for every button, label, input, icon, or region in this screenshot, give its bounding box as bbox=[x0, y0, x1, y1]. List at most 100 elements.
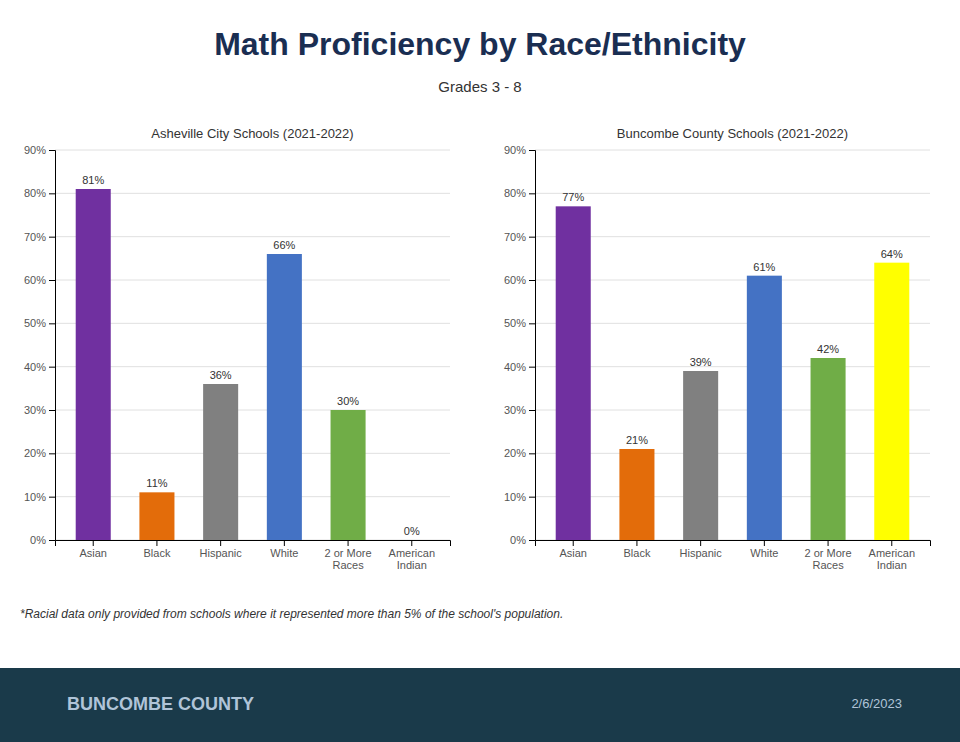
axis-line bbox=[536, 541, 931, 547]
tick-mark bbox=[529, 497, 535, 498]
y-tick: 40% bbox=[24, 361, 55, 373]
data-label: 21% bbox=[626, 434, 648, 446]
grid-line bbox=[55, 410, 450, 411]
tick-mark bbox=[529, 193, 535, 194]
y-tick: 50% bbox=[24, 317, 55, 329]
x-tick: AmericanIndian bbox=[389, 540, 435, 571]
tick-label: 2 or MoreRaces bbox=[325, 547, 372, 572]
grid-line bbox=[535, 410, 930, 411]
tick-mark bbox=[636, 540, 637, 546]
tick-mark bbox=[49, 323, 55, 324]
data-label: 42% bbox=[817, 343, 839, 355]
y-tick: 90% bbox=[504, 144, 535, 156]
data-labels: 81%11%36%66%30%0% bbox=[82, 174, 420, 537]
x-tick: Asian bbox=[559, 540, 587, 559]
grid-line bbox=[55, 496, 450, 497]
grid-line bbox=[535, 236, 930, 237]
tick-label: 90% bbox=[24, 144, 46, 156]
y-axis: 0%10%20%30%40%50%60%70%80%90% bbox=[504, 144, 536, 546]
tick-mark bbox=[529, 150, 535, 151]
grid-line bbox=[55, 323, 450, 324]
tick-mark bbox=[156, 540, 157, 546]
tick-mark bbox=[700, 540, 701, 546]
tick-mark bbox=[529, 280, 535, 281]
tick-label: AmericanIndian bbox=[389, 547, 435, 572]
figure: Math Proficiency by Race/EthnicityGrades… bbox=[0, 0, 960, 742]
tick-label: 90% bbox=[504, 144, 526, 156]
tick-label: 80% bbox=[24, 187, 46, 199]
bars bbox=[556, 206, 910, 540]
tick-label: 20% bbox=[24, 447, 46, 459]
tick-label: 60% bbox=[24, 274, 46, 286]
tick-mark bbox=[49, 237, 55, 238]
footnote: *Racial data only provided from schools … bbox=[20, 607, 563, 621]
axis-line bbox=[56, 541, 451, 547]
tick-mark bbox=[529, 453, 535, 454]
tick-label: Asian bbox=[559, 547, 587, 559]
y-tick: 0% bbox=[30, 534, 55, 546]
x-tick: Asian bbox=[79, 540, 107, 559]
tick-mark bbox=[49, 150, 55, 151]
data-label: 64% bbox=[881, 248, 903, 260]
y-tick: 20% bbox=[24, 447, 55, 459]
x-tick: AmericanIndian bbox=[869, 540, 915, 571]
tick-label: 40% bbox=[504, 361, 526, 373]
grid-line bbox=[55, 150, 450, 151]
grid-line bbox=[55, 280, 450, 281]
chart: Asheville City Schools (2021-2022)0%10%2… bbox=[24, 126, 451, 571]
tick-label: 30% bbox=[504, 404, 526, 416]
tick-label: 0% bbox=[30, 534, 46, 546]
y-tick: 40% bbox=[504, 361, 535, 373]
bar bbox=[556, 206, 591, 540]
y-tick: 10% bbox=[504, 491, 535, 503]
tick-mark bbox=[529, 323, 535, 324]
grid-line bbox=[55, 453, 450, 454]
grid-line bbox=[535, 280, 930, 281]
tick-mark bbox=[49, 367, 55, 368]
tick-label: Black bbox=[143, 547, 170, 559]
tick-mark bbox=[529, 540, 535, 541]
tick-mark bbox=[529, 410, 535, 411]
tick-label: 2 or MoreRaces bbox=[805, 547, 852, 572]
x-tick: Black bbox=[143, 540, 170, 559]
tick-label: 70% bbox=[24, 231, 46, 243]
tick-label: 30% bbox=[24, 404, 46, 416]
tick-label: 50% bbox=[24, 317, 46, 329]
y-tick: 80% bbox=[24, 187, 55, 199]
grid-line bbox=[535, 453, 930, 454]
bar bbox=[267, 254, 302, 540]
tick-label: Hispanic bbox=[200, 547, 243, 559]
tick-mark bbox=[49, 193, 55, 194]
tick-label: 0% bbox=[510, 534, 526, 546]
x-axis: AsianBlackHispanicWhite2 or MoreRacesAme… bbox=[56, 540, 451, 571]
bar bbox=[811, 358, 846, 540]
y-tick: 60% bbox=[24, 274, 55, 286]
data-label: 30% bbox=[337, 395, 359, 407]
tick-label: 70% bbox=[504, 231, 526, 243]
tick-mark bbox=[891, 540, 892, 546]
tick-label: 80% bbox=[504, 187, 526, 199]
tick-label: 50% bbox=[504, 317, 526, 329]
tick-mark bbox=[411, 540, 412, 546]
tick-mark bbox=[529, 237, 535, 238]
x-tick: Hispanic bbox=[680, 540, 723, 559]
tick-mark bbox=[529, 367, 535, 368]
tick-label: AmericanIndian bbox=[869, 547, 915, 572]
bar bbox=[139, 492, 174, 540]
y-tick: 0% bbox=[510, 534, 535, 546]
y-axis: 0% 10% 20% 30% 40% 50% 60% 70% 80% 90% bbox=[24, 144, 56, 546]
tick-mark bbox=[49, 453, 55, 454]
y-tick: 90% bbox=[24, 144, 55, 156]
tick-mark bbox=[573, 540, 574, 546]
chart: Buncombe County Schools (2021-2022)0%10%… bbox=[504, 126, 931, 571]
data-labels: 77%21%39%61%42%64% bbox=[562, 191, 903, 446]
tick-mark bbox=[49, 280, 55, 281]
y-tick: 80% bbox=[504, 187, 535, 199]
x-tick: 2 or MoreRaces bbox=[805, 540, 852, 571]
footer-bar bbox=[0, 668, 960, 742]
grid bbox=[535, 150, 930, 540]
y-tick: 30% bbox=[24, 404, 55, 416]
y-tick: 10% bbox=[24, 491, 55, 503]
data-label: 81% bbox=[82, 174, 104, 186]
y-tick: 70% bbox=[504, 231, 535, 243]
